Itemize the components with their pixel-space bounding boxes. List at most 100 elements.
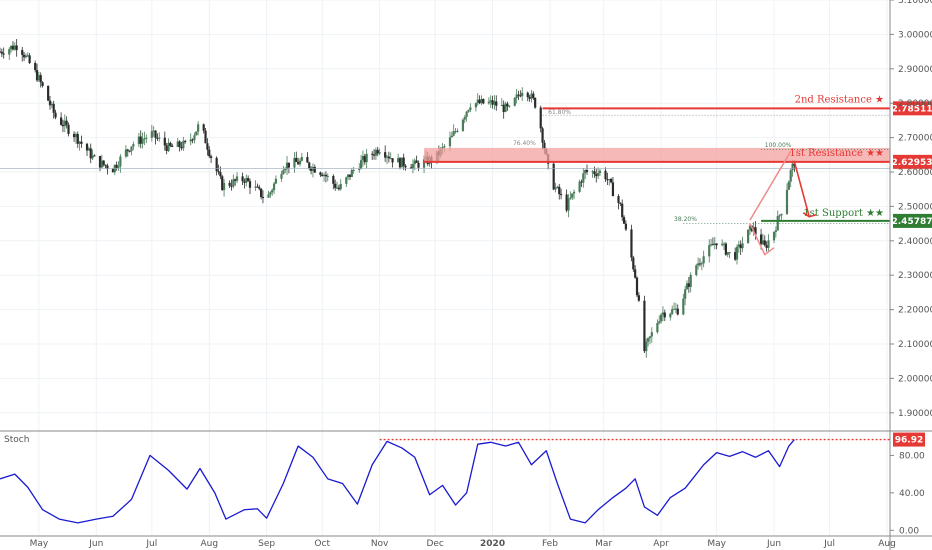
resistance-1-zone (424, 147, 890, 162)
candle-body (119, 156, 122, 167)
candle-body (248, 181, 252, 188)
candle-body (243, 181, 246, 183)
candle-body (400, 157, 403, 168)
candle-body (567, 198, 570, 211)
level-price-badge (893, 154, 932, 169)
candle-body (106, 165, 109, 170)
pattern-line-lower (749, 223, 775, 256)
candle-body (241, 176, 244, 182)
candle-body (767, 240, 770, 248)
candle-body (41, 82, 44, 86)
candle-body (230, 185, 233, 187)
candle-body (132, 144, 135, 147)
candle-body (489, 100, 492, 102)
candle-body (89, 148, 92, 159)
candle-body (363, 156, 366, 163)
candle-body (169, 142, 172, 146)
candle-body (11, 45, 15, 50)
candle-body (778, 215, 781, 217)
candle-body (258, 187, 261, 189)
fib-label: 38.20% (674, 216, 697, 223)
candle-body (687, 283, 690, 287)
candle-body (404, 165, 407, 168)
x-tick-label: Oct (314, 539, 330, 549)
candle-body (747, 229, 750, 244)
candle-body (326, 175, 329, 177)
candle-body (332, 175, 335, 184)
candle-body (715, 243, 718, 246)
candle-body (684, 289, 687, 299)
candle-body (661, 312, 665, 315)
candle-body (611, 182, 615, 197)
candle-body (606, 179, 609, 181)
candle-body (206, 143, 209, 150)
candle-body (689, 274, 692, 287)
candle-body (280, 174, 283, 179)
candle-body (269, 192, 272, 195)
candle-body (47, 85, 50, 101)
candle-body (569, 197, 572, 199)
x-tick-label: Nov (371, 539, 389, 549)
candle-body (347, 174, 350, 178)
candle-body (482, 98, 485, 104)
candle-body (15, 45, 18, 51)
analysis-overlays: 61.80% 76.40% 38.20% 100.00% 2nd Resistance … (0, 94, 932, 256)
x-tick-label: Apr (653, 539, 669, 549)
candle-body (534, 98, 537, 108)
candle-body (339, 183, 342, 190)
candle-body (21, 50, 24, 55)
candle-body (663, 312, 666, 318)
y-tick-label: 3.10000 (898, 0, 932, 6)
candle-body (461, 119, 465, 131)
candle-body (28, 55, 31, 63)
candle-body (272, 183, 276, 191)
candle-body (282, 170, 285, 175)
candle-body (513, 97, 516, 106)
y-tick-label: 2.20000 (898, 306, 932, 316)
candle-body (417, 162, 420, 168)
x-tick-label: 2020 (480, 539, 505, 549)
candle-body (232, 179, 235, 187)
candle-body (271, 190, 274, 193)
candle-body (724, 243, 727, 255)
level-price-text: 2.62953 (892, 158, 932, 168)
candle-body (60, 117, 63, 125)
x-tick-label: Aug (200, 539, 218, 549)
candle-body (787, 181, 790, 190)
candle-body (604, 170, 607, 180)
candle-body (284, 169, 287, 171)
candle-body (321, 174, 324, 176)
candle-body (648, 336, 652, 339)
candle-body (2, 53, 5, 55)
x-tick-label: Jul (823, 539, 835, 549)
candle-body (74, 134, 78, 138)
candle-body (152, 130, 155, 132)
candle-body (672, 308, 676, 310)
candle-body (143, 138, 146, 140)
candle-body (469, 107, 472, 110)
stoch-tick-label: 0.00 (899, 526, 919, 536)
candle-body (443, 146, 446, 148)
stoch-tick-label: 80.00 (899, 451, 925, 461)
candle-body (184, 140, 187, 142)
x-tick-label: Feb (542, 539, 558, 549)
candle-body (647, 338, 650, 342)
candle-body (293, 157, 296, 168)
candle-body (165, 145, 168, 152)
candle-body (385, 156, 389, 158)
candle-body (476, 99, 479, 104)
candle-body (591, 171, 594, 173)
candle-body (552, 163, 555, 190)
candle-body (215, 157, 218, 172)
candle-body (491, 100, 494, 105)
candle-body (422, 159, 426, 168)
candle-body (80, 141, 83, 144)
candle-body (391, 158, 394, 163)
candle-body (448, 137, 452, 147)
candle-body (221, 176, 224, 191)
candle-body (256, 186, 259, 188)
candle-body (658, 321, 661, 323)
candle-body (372, 154, 376, 156)
